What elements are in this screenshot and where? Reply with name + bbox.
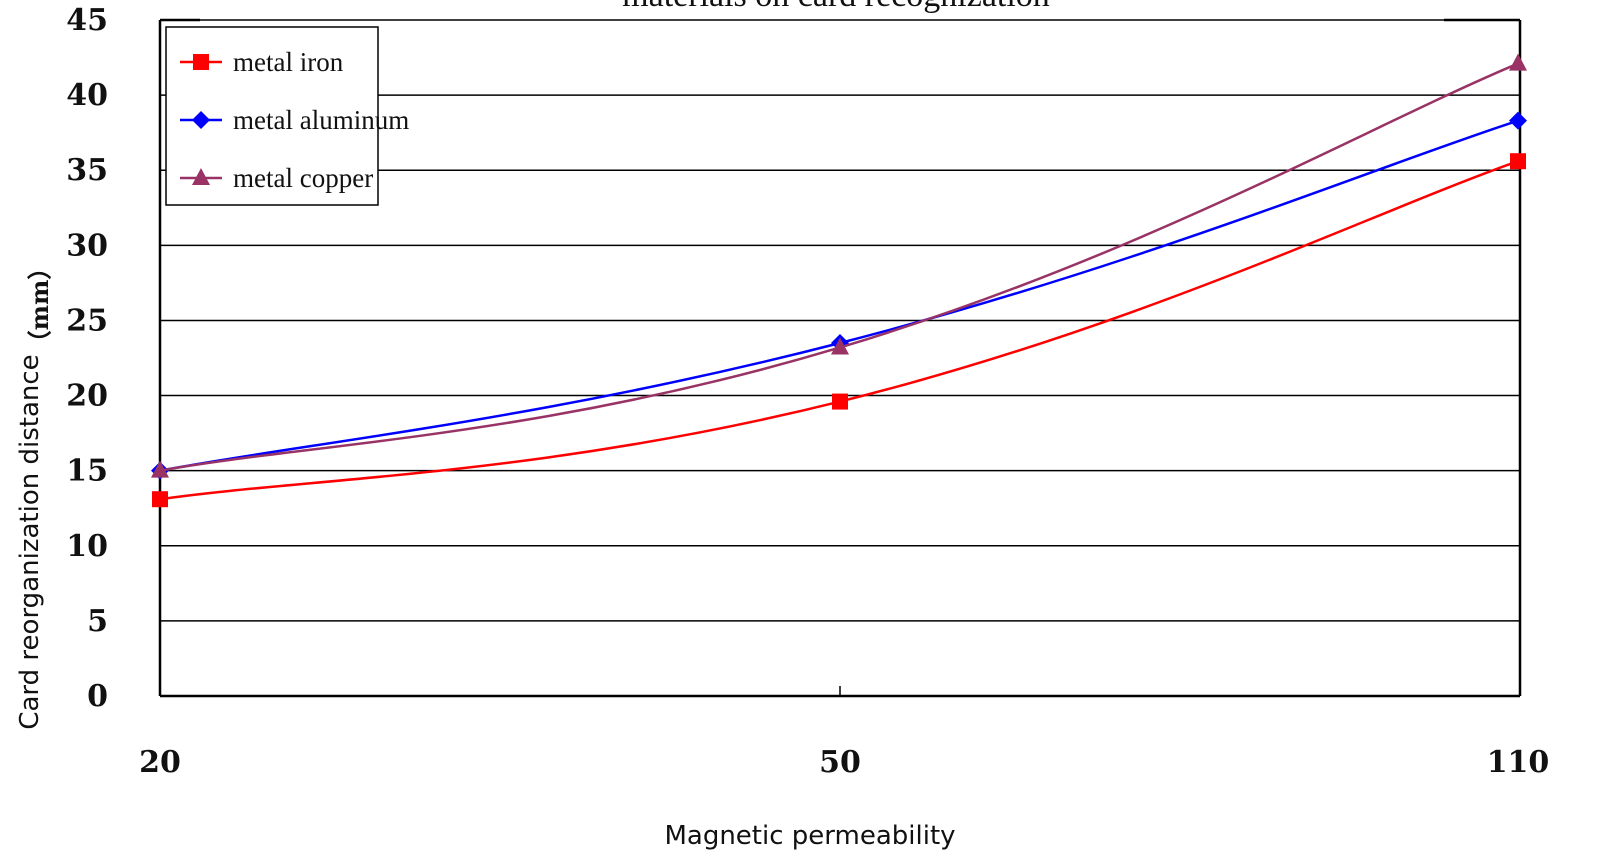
- legend-label-metal-iron: metal iron: [233, 47, 344, 77]
- x-axis-label: Magnetic permeability: [664, 821, 955, 851]
- legend-label-metal-copper: metal copper: [233, 163, 373, 193]
- data-point-metal-copper: [831, 337, 849, 355]
- y-tick-labels: 0 5 10 15 20 25 30 35 40 45: [66, 3, 108, 714]
- chart-title: materials on card recognization: [622, 0, 1050, 14]
- y-tick-label: 35: [66, 153, 108, 188]
- legend-marker-metal-aluminum: [192, 111, 210, 129]
- data-point-metal-copper: [1509, 53, 1527, 71]
- y-tick-label: 25: [66, 303, 108, 338]
- x-tick-label: 20: [139, 745, 181, 780]
- legend-marker-metal-copper: [192, 168, 210, 185]
- legend-marker-metal-iron: [193, 54, 209, 70]
- data-point-metal-copper: [151, 460, 169, 478]
- y-tick-label: 0: [87, 679, 108, 714]
- data-point-metal-aluminum: [1509, 111, 1527, 130]
- legend-item-metal-aluminum: metal aluminum: [180, 105, 409, 135]
- y-axis-unit-group: （mm）: [25, 256, 54, 355]
- series: [151, 53, 1527, 508]
- data-point-metal-iron: [832, 393, 848, 410]
- y-tick-label: 20: [66, 379, 108, 414]
- data-point-metal-iron: [1510, 153, 1526, 170]
- x-tick-label: 110: [1487, 745, 1550, 780]
- series-line-metal-iron: [159, 160, 1519, 501]
- y-tick-label: 10: [66, 529, 108, 564]
- x-tick-label: 50: [819, 745, 861, 780]
- y-tick-label: 15: [66, 454, 108, 489]
- series-metal-copper: [151, 53, 1527, 478]
- y-axis-label-group: Card reorganization distance: [15, 354, 45, 729]
- legend-label-metal-aluminum: metal aluminum: [233, 105, 409, 135]
- x-tick-labels: 20 50 110: [139, 745, 1549, 780]
- axes: [158, 18, 1522, 698]
- y-tick-label: 40: [66, 78, 108, 113]
- legend-item-metal-iron: metal iron: [180, 47, 344, 77]
- data-point-metal-iron: [152, 491, 168, 508]
- y-tick-label: 45: [66, 3, 108, 38]
- grid: [160, 19, 1520, 622]
- series-metal-iron: [152, 153, 1526, 508]
- y-tick-label: 5: [87, 604, 108, 639]
- y-axis-label: Card reorganization distance: [15, 354, 45, 729]
- legend-item-metal-copper: metal copper: [180, 163, 373, 193]
- y-axis-unit: （mm）: [25, 256, 54, 355]
- legend: metal iron metal aluminum metal copper: [165, 26, 409, 206]
- y-tick-label: 30: [66, 228, 108, 263]
